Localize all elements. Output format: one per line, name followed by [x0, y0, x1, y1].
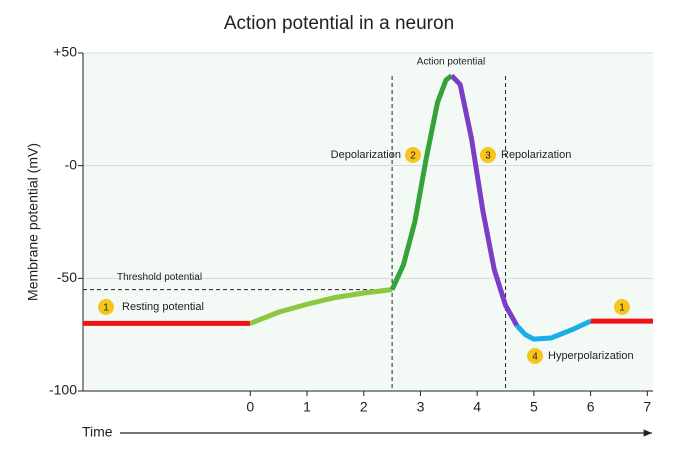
- peak-label: Action potential: [417, 57, 485, 68]
- line-segment: [515, 318, 592, 342]
- badge: [480, 147, 496, 163]
- x-tick-label: 7: [643, 399, 651, 415]
- annotation: Repolarization: [501, 149, 571, 161]
- annotation: Hyperpolarization: [548, 350, 634, 362]
- badge: [614, 299, 630, 315]
- plot-area: [83, 53, 653, 391]
- y-tick-label: -100: [49, 382, 77, 398]
- badge: [527, 348, 543, 364]
- y-tick-label: -50: [57, 269, 77, 285]
- x-tick-label: 1: [303, 399, 311, 415]
- x-tick-label: 5: [530, 399, 538, 415]
- x-tick-label: 6: [587, 399, 595, 415]
- y-tick-label: +50: [53, 44, 77, 60]
- line-segment: [449, 73, 520, 327]
- badge-number: 4: [532, 352, 538, 363]
- badge-number: 2: [410, 151, 416, 162]
- annotation: Depolarization: [331, 149, 401, 161]
- y-tick-label: -0: [65, 156, 78, 172]
- chart-title: Action potential in a neuron: [224, 13, 454, 34]
- line-segment: [249, 287, 393, 326]
- badge-number: 1: [103, 303, 109, 314]
- y-axis-title: Membrane potential (mV): [25, 143, 41, 301]
- threshold-label: Threshold potential: [117, 272, 202, 283]
- badge-number: 1: [619, 303, 625, 314]
- badge: [98, 299, 114, 315]
- x-tick-label: 0: [246, 399, 254, 415]
- line-segment: [389, 73, 454, 291]
- x-axis-title: Time: [82, 424, 113, 440]
- badge-number: 3: [485, 151, 491, 162]
- x-tick-label: 4: [473, 399, 481, 415]
- x-tick-label: 2: [360, 399, 368, 415]
- x-tick-label: 3: [417, 399, 425, 415]
- annotation: Resting potential: [122, 301, 204, 313]
- badge: [405, 147, 421, 163]
